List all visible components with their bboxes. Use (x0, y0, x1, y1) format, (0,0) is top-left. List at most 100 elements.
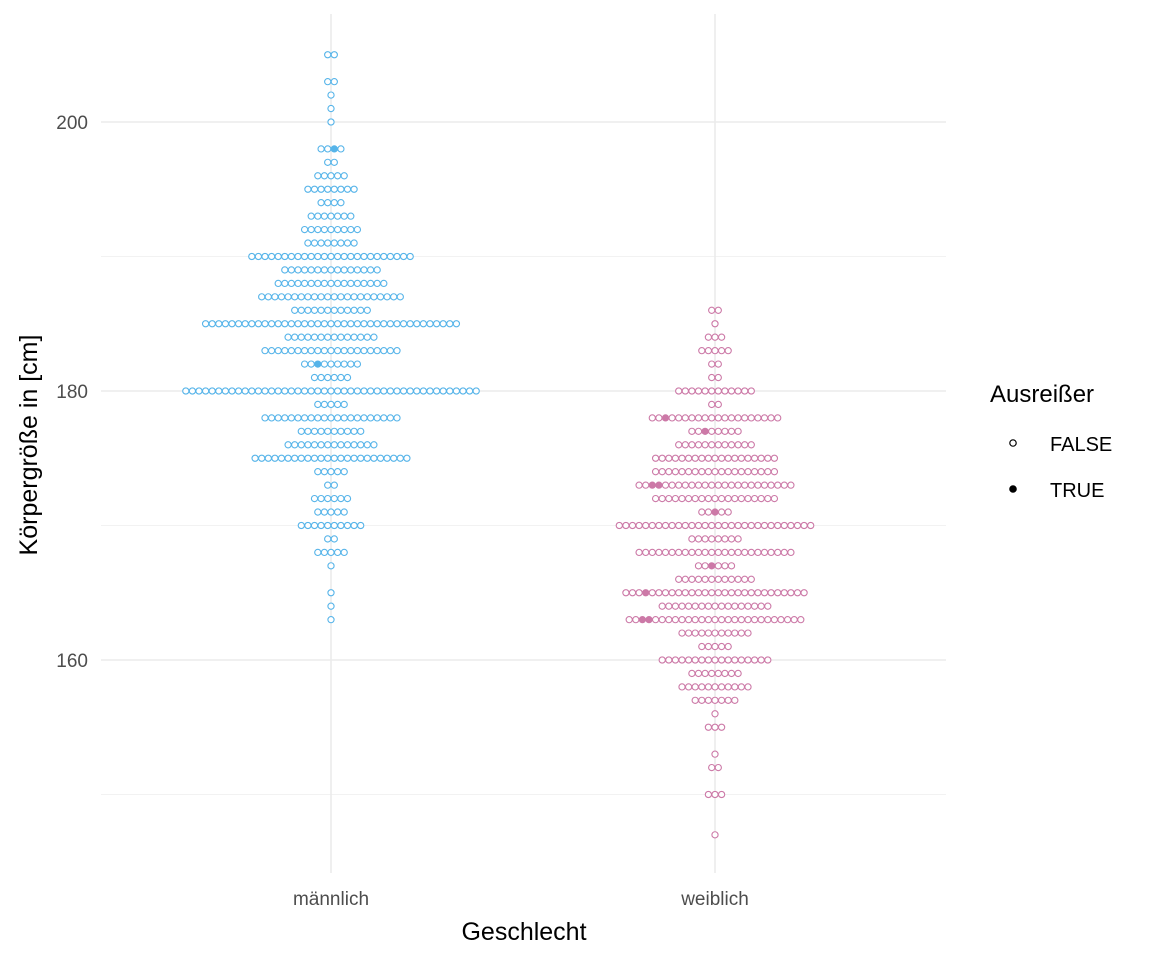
data-point (774, 548, 782, 557)
data-point (327, 225, 335, 234)
data-point (314, 508, 322, 516)
data-point (287, 266, 296, 274)
data-point (337, 521, 345, 530)
data-point (373, 414, 381, 422)
data-point (215, 320, 223, 328)
data-point (307, 346, 315, 355)
data-point (304, 306, 312, 314)
data-point (698, 696, 706, 704)
data-point (678, 468, 686, 476)
data-point (750, 494, 759, 503)
data-point (615, 521, 623, 530)
y-tick-label: 200 (56, 113, 88, 134)
data-point (741, 414, 749, 422)
data-point (661, 548, 670, 557)
data-point (757, 494, 765, 503)
data-point (734, 589, 742, 597)
data-point (330, 239, 338, 247)
data-point (675, 481, 683, 489)
data-point (668, 521, 676, 530)
data-point (717, 346, 726, 355)
data-point (406, 387, 414, 395)
data-point (681, 589, 689, 597)
data-point (446, 387, 454, 395)
data-point (708, 414, 716, 422)
data-point (324, 427, 332, 435)
data-point (281, 414, 289, 422)
data-point (714, 521, 722, 530)
data-point (731, 494, 739, 503)
data-point (721, 481, 729, 489)
data-point (357, 293, 365, 301)
data-point (754, 589, 762, 597)
data-point (648, 414, 656, 422)
data-point (376, 293, 385, 301)
data-point (281, 320, 289, 328)
data-point (314, 266, 322, 274)
data-point (274, 414, 282, 422)
data-point (390, 293, 398, 301)
data-point (724, 454, 732, 462)
data-point (760, 548, 769, 557)
data-point (343, 427, 352, 435)
data-point (419, 320, 428, 328)
data-point (261, 252, 269, 261)
data-point (711, 602, 719, 610)
x-tick-label: männlich (293, 889, 369, 910)
data-point (741, 441, 749, 449)
data-point (304, 454, 312, 462)
data-point (380, 252, 388, 261)
data-point (333, 225, 342, 234)
data-point (731, 629, 739, 637)
y-tick-label: 160 (56, 651, 88, 672)
data-point (800, 589, 808, 597)
data-point (731, 602, 739, 610)
data-point (750, 468, 759, 476)
data-point (717, 642, 726, 651)
data-point (317, 145, 325, 153)
data-point (747, 441, 755, 449)
data-point (655, 521, 663, 530)
data-point (300, 252, 309, 261)
data-point (300, 225, 309, 234)
data-point (708, 481, 716, 489)
data-point (386, 252, 395, 261)
data-point (701, 481, 709, 489)
data-point (698, 468, 706, 476)
data-point (714, 306, 722, 314)
data-point (737, 494, 746, 503)
legend-key-false (1009, 439, 1017, 447)
data-point (310, 494, 319, 503)
data-point (465, 387, 474, 395)
data-point (324, 78, 332, 86)
data-point (317, 373, 325, 382)
data-point (363, 293, 371, 301)
data-point (661, 521, 670, 530)
data-point (691, 616, 699, 624)
data-point (340, 360, 348, 368)
data-point (337, 333, 345, 341)
data-point (698, 494, 706, 503)
data-point (750, 656, 759, 664)
data-point (741, 589, 749, 597)
y-tick-label: 180 (56, 382, 88, 403)
data-point-outlier (655, 481, 663, 489)
data-point (281, 279, 289, 288)
data-point (774, 481, 782, 489)
data-point (340, 212, 348, 220)
data-point (333, 468, 342, 476)
data-point (698, 602, 706, 610)
data-point (708, 373, 716, 382)
data-point (717, 468, 726, 476)
data-point (317, 293, 325, 301)
data-point (744, 454, 752, 462)
data-point (300, 320, 309, 328)
data-point (284, 441, 292, 449)
data-point (337, 494, 345, 503)
data-point (406, 320, 414, 328)
data-point (327, 91, 335, 99)
data-point (694, 481, 703, 489)
data-point (708, 589, 716, 597)
data-point (704, 790, 713, 799)
data-point (721, 414, 729, 422)
